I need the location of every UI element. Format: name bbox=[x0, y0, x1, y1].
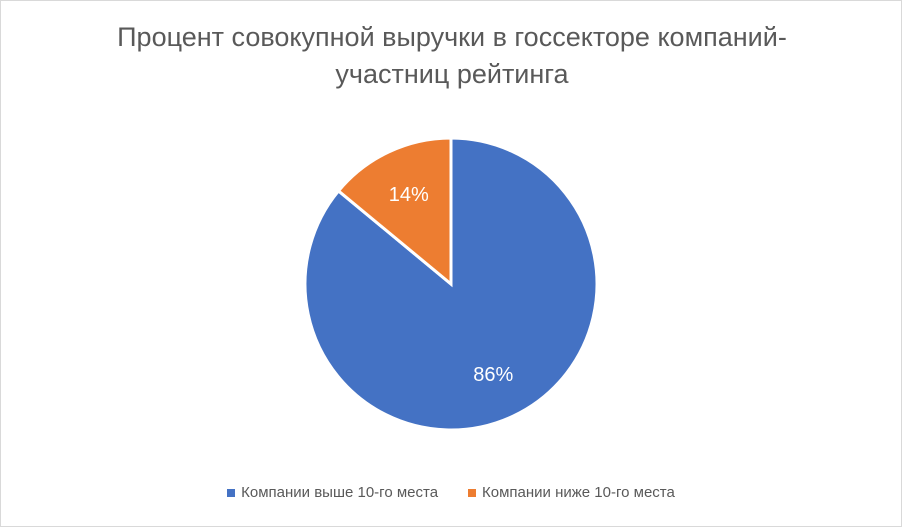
legend-label-above-10: Компании выше 10-го места bbox=[241, 484, 439, 501]
legend-item-above-10: Компании выше 10-го места bbox=[227, 484, 438, 501]
data-label-above-10: 86% bbox=[473, 364, 513, 386]
chart-title-line-2: участниц рейтинга bbox=[335, 59, 569, 89]
legend: Компании выше 10-го места Компании ниже … bbox=[0, 484, 902, 501]
legend-label-below-10: Компании ниже 10-го места bbox=[482, 484, 675, 501]
legend-swatch-below-10 bbox=[468, 488, 477, 497]
pie-slice-below-10 bbox=[336, 136, 453, 288]
data-label-below-10: 14% bbox=[389, 184, 429, 206]
legend-item-below-10: Компании ниже 10-го места bbox=[468, 484, 675, 501]
chart-title: Процент совокупной выручки в госсекторе … bbox=[1, 19, 902, 93]
chart-title-line-1: Процент совокупной выручки в госсекторе … bbox=[117, 22, 787, 52]
legend-swatch-above-10 bbox=[227, 488, 236, 497]
